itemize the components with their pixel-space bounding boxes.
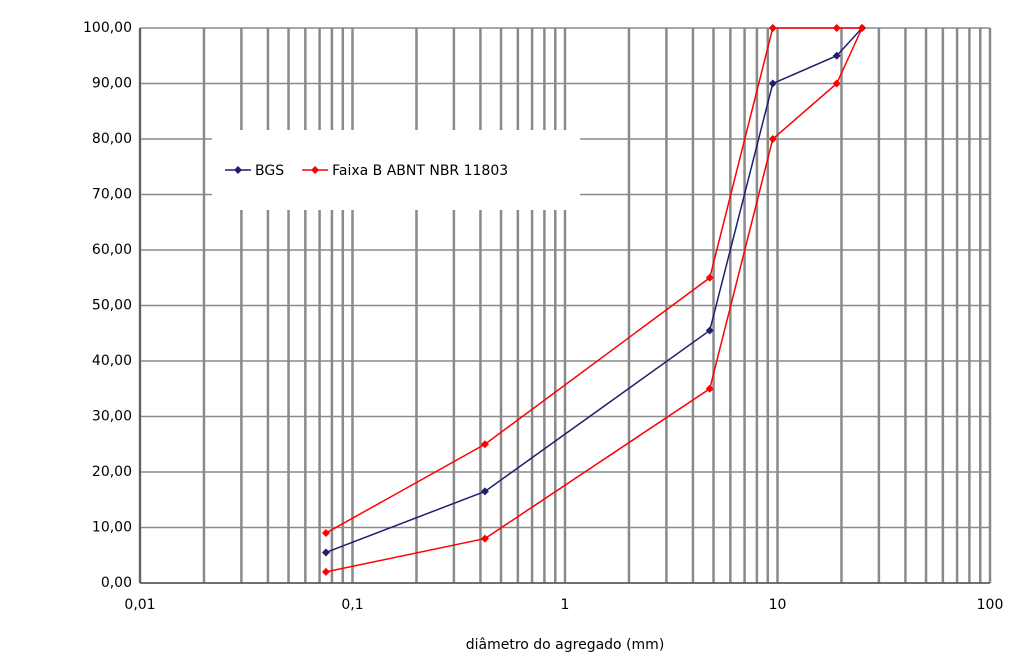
data-point <box>768 79 777 88</box>
x-tick-label: 10 <box>769 597 787 613</box>
data-point <box>832 24 841 32</box>
legend-marker <box>234 166 242 174</box>
data-point <box>832 51 841 60</box>
x-axis-label: diâmetro do agregado (mm) <box>466 637 665 653</box>
legend: BGS Faixa B ABNT NBR 11803 <box>212 130 580 210</box>
x-tick-label: 0,01 <box>124 597 155 613</box>
y-tick-label: 0,00 <box>101 575 132 591</box>
legend-label: Faixa B ABNT NBR 11803 <box>332 163 508 179</box>
data-point <box>321 529 330 538</box>
x-tick-label: 100 <box>977 597 1004 613</box>
y-tick-label: 50,00 <box>92 298 132 314</box>
series-line <box>325 27 863 534</box>
y-tick-label: 30,00 <box>92 409 132 425</box>
legend-marker <box>311 166 320 174</box>
y-tick-label: 20,00 <box>92 464 132 480</box>
data-point <box>705 326 714 335</box>
data-point <box>768 135 777 143</box>
data-point <box>321 548 330 557</box>
data-point <box>858 24 867 32</box>
y-tick-label: 70,00 <box>92 187 132 203</box>
data-point <box>480 440 489 449</box>
series-line <box>325 27 863 554</box>
data-point <box>832 79 841 88</box>
y-tick-label: 60,00 <box>92 242 132 258</box>
data-point <box>480 534 489 543</box>
y-tick-label: 80,00 <box>92 131 132 147</box>
y-tick-label: 90,00 <box>92 76 132 92</box>
y-tick-label: 10,00 <box>92 520 132 536</box>
data-point <box>768 24 777 32</box>
data-point <box>705 273 714 282</box>
legend-box <box>212 130 580 210</box>
data-point <box>321 567 330 576</box>
data-point <box>480 487 489 496</box>
series-line <box>325 27 863 573</box>
legend-label: BGS <box>255 163 284 179</box>
data-point <box>705 384 714 393</box>
y-tick-label: 40,00 <box>92 353 132 369</box>
y-tick-label: 100,00 <box>83 20 132 36</box>
x-tick-label: 1 <box>561 597 570 613</box>
x-tick-label: 0,1 <box>341 597 363 613</box>
